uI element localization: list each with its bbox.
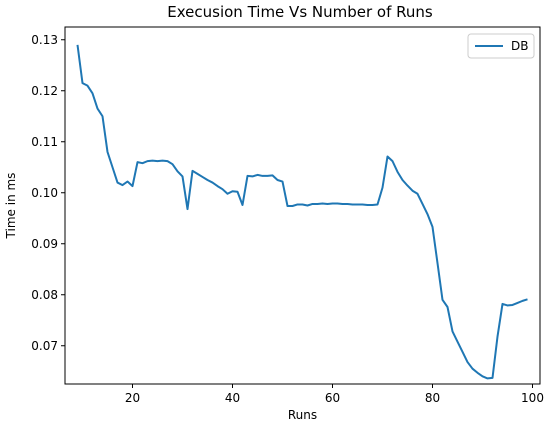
legend: DB: [467, 33, 535, 59]
x-tick-label: 40: [225, 391, 240, 405]
x-tick-label: 20: [125, 391, 140, 405]
plot-area-frame: [64, 26, 541, 385]
y-tick-label: 0.08: [31, 288, 58, 302]
x-axis-label: Runs: [288, 408, 317, 422]
x-axis-ticks: 20 40 60 80 100: [125, 384, 544, 405]
chart-title: Execusion Time Vs Number of Runs: [167, 3, 433, 21]
y-axis-label: Time in ms: [4, 173, 18, 240]
y-tick-label: 0.11: [31, 135, 58, 149]
y-tick-label: 0.10: [31, 186, 58, 200]
y-tick-label: 0.12: [31, 84, 58, 98]
x-tick-label: 80: [425, 391, 440, 405]
series-line-db: [76, 44, 528, 380]
y-axis-ticks: 0.07 0.08 0.09 0.10 0.11 0.12 0.13: [31, 33, 65, 353]
legend-label-db: DB: [511, 39, 528, 53]
y-tick-label: 0.13: [31, 33, 58, 47]
x-tick-label: 100: [521, 391, 544, 405]
y-tick-label: 0.07: [31, 339, 58, 353]
series-layer: [76, 44, 528, 380]
y-tick-label: 0.09: [31, 237, 58, 251]
x-tick-label: 60: [325, 391, 340, 405]
